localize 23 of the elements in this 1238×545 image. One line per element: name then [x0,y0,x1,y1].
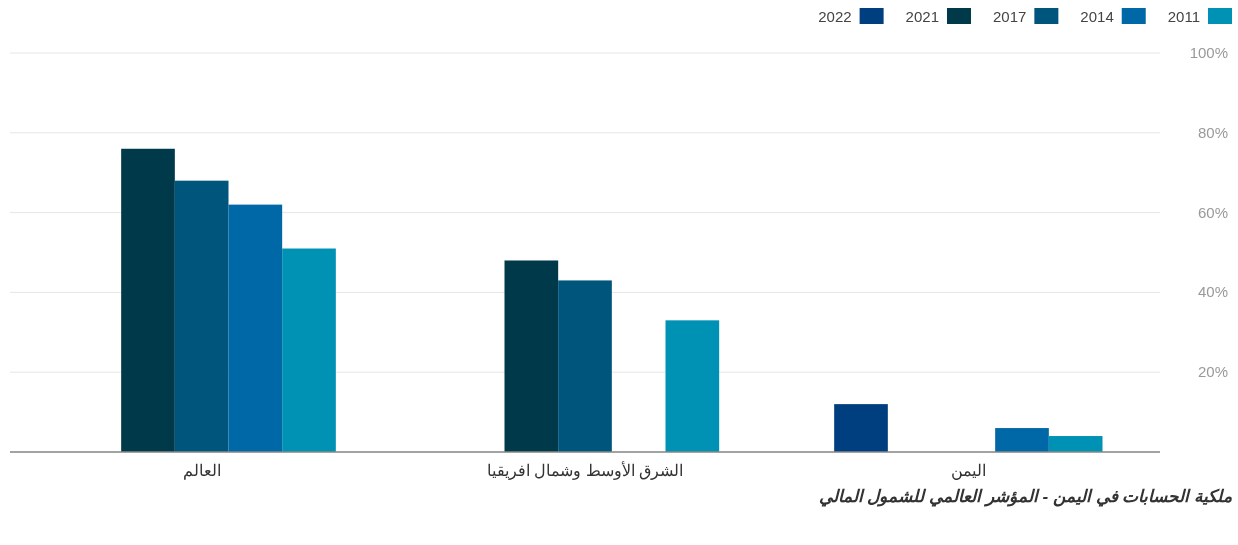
x-tick-label: الشرق الأوسط وشمال افريقيا [486,461,684,480]
bar [665,320,720,452]
bar [558,280,612,452]
legend-label: 2011 [1167,8,1200,25]
text: ملكية الحسابات في اليمن - المؤشر العالمي للشمول المالي [817,486,1232,508]
bar [228,204,283,452]
y-tick-label: 100% [1189,44,1228,61]
legend-label: 2017 [992,8,1027,25]
bar [121,148,175,452]
legend-label: 2021 [905,8,939,25]
legend-label: 2014 [1080,8,1114,25]
bar [1048,436,1103,452]
y-tick-label: 40% [1197,283,1228,301]
bar [504,260,559,452]
x-tick-label: العالم [182,462,221,480]
y-tick-label: 20% [1197,363,1228,381]
bar [174,180,229,452]
legend-label: 2022 [818,8,852,25]
y-tick-label: 60% [1197,203,1228,221]
bar [995,428,1049,452]
y-tick-label: 80% [1197,123,1228,141]
x-tick-label: اليمن [950,462,986,480]
bar [282,248,336,452]
